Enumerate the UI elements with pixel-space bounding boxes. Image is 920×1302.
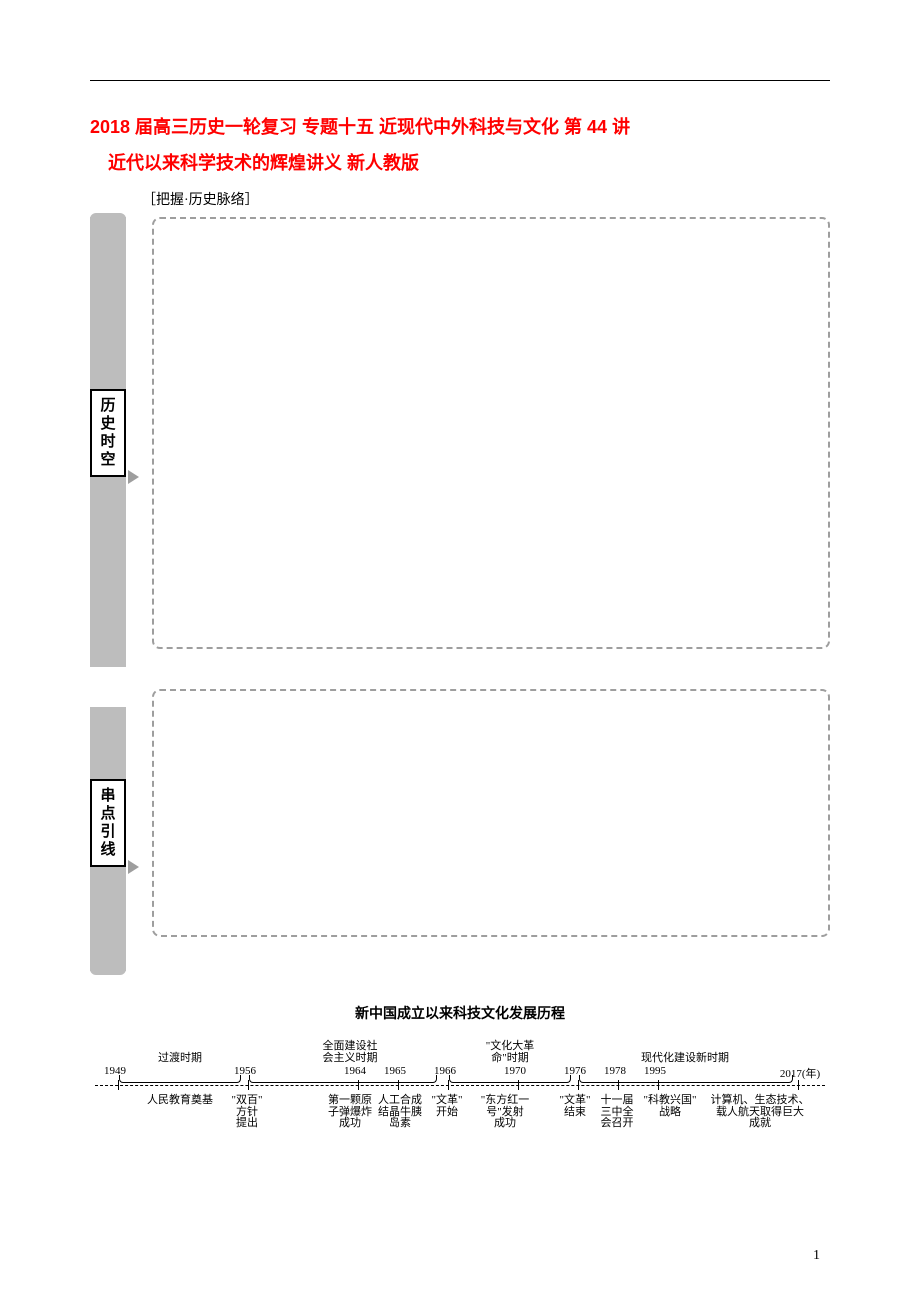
event-kejiao: "科教兴国" 战略: [644, 1095, 697, 1118]
right-arrow-icon: [128, 860, 139, 874]
title-line-1: 2018 届高三历史一轮复习 专题十五 近现代中外科技与文化 第 44 讲: [90, 109, 830, 145]
ev6-l1: "东方红一: [481, 1095, 530, 1107]
rail-label-threads: 串 点 引 线: [90, 779, 126, 867]
rail-segment: [90, 867, 126, 971]
panel-thread-points: [152, 689, 830, 937]
rail-segment: [90, 217, 126, 389]
ev10-l1: 计算机、生态技术、: [711, 1095, 810, 1107]
ev2-l3: 提出: [232, 1118, 263, 1130]
tick: [795, 1080, 801, 1090]
rail-label-b-char4: 线: [92, 841, 124, 859]
ev5-l2: 开始: [432, 1107, 463, 1119]
rail-label-a-char2: 史: [92, 415, 124, 433]
ev4-l3: 岛素: [378, 1118, 422, 1130]
rail-label-a-char1: 历: [92, 397, 124, 415]
panels-column: [152, 217, 830, 971]
ev9-l1: "科教兴国": [644, 1095, 697, 1107]
ev4-l1: 人工合成: [378, 1095, 422, 1107]
event-dongfanghong: "东方红一 号"发射 成功: [481, 1095, 530, 1130]
period-modernization: 现代化建设新时期: [641, 1049, 729, 1065]
title-line-2: 近代以来科学技术的辉煌讲义 新人教版: [90, 145, 830, 181]
rail-segment: [90, 477, 126, 667]
period-cr-l2: 命"时期: [486, 1053, 535, 1065]
ev3-l3: 成功: [328, 1118, 372, 1130]
rail-label-a-char3: 时: [92, 433, 124, 451]
brace-period-4: [579, 1075, 793, 1083]
brace-period-1: [119, 1075, 241, 1083]
rail-gap: [90, 667, 126, 707]
rail-label-a-char4: 空: [92, 451, 124, 469]
brace-period-2: [249, 1075, 437, 1083]
period-cultural-rev: "文化大革 命"时期: [486, 1041, 535, 1064]
event-cr-end: "文革" 结束: [560, 1095, 591, 1118]
page-number: 1: [813, 1248, 820, 1264]
subtitle: ［把握·历史脉络］: [90, 189, 830, 209]
event-insulin: 人工合成 结晶牛胰 岛素: [378, 1095, 422, 1130]
event-achievements: 计算机、生态技术、 载人航天取得巨大 成就: [711, 1095, 810, 1130]
ev8-l1: 十一届: [601, 1095, 634, 1107]
ev8-l3: 会召开: [601, 1118, 634, 1130]
side-rail: 历 史 时 空 串 点 引 线: [90, 217, 126, 971]
ev10-l3: 成就: [711, 1118, 810, 1130]
event-third-plenum: 十一届 三中全 会召开: [601, 1095, 634, 1130]
event-cr-start: "文革" 开始: [432, 1095, 463, 1118]
year-unit: (年): [802, 1068, 820, 1080]
rail-label-b-char3: 引: [92, 823, 124, 841]
period-transition: 过渡时期: [158, 1049, 202, 1065]
period-socialist-l2: 会主义时期: [323, 1053, 378, 1065]
ev6-l3: 成功: [481, 1118, 530, 1130]
brace-period-3: [449, 1075, 571, 1083]
rail-segment: [90, 707, 126, 779]
period-cr-l1: "文化大革: [486, 1041, 535, 1053]
event-education: 人民教育奠基: [147, 1095, 213, 1107]
ev5-l1: "文革": [432, 1095, 463, 1107]
rail-label-history: 历 史 时 空: [90, 389, 126, 477]
ev9-l2: 战略: [644, 1107, 697, 1119]
right-arrow-icon: [128, 470, 139, 484]
rail-label-b-char1: 串: [92, 787, 124, 805]
document-title: 2018 届高三历史一轮复习 专题十五 近现代中外科技与文化 第 44 讲 近代…: [90, 109, 830, 181]
period-socialist: 全面建设社 会主义时期: [323, 1041, 378, 1064]
ev2-l1: "双百": [232, 1095, 263, 1107]
event-double-hundred: "双百" 方针 提出: [232, 1095, 263, 1130]
main-layout: 历 史 时 空 串 点 引 线: [90, 217, 830, 971]
ev7-l2: 结束: [560, 1107, 591, 1119]
ev3-l1: 第一颗原: [328, 1095, 372, 1107]
rail-label-b-char2: 点: [92, 805, 124, 823]
ev7-l1: "文革": [560, 1095, 591, 1107]
timeline-title: 新中国成立以来科技文化发展历程: [90, 1003, 830, 1023]
timeline: 新中国成立以来科技文化发展历程 1949 1956 1964 1965 1966…: [90, 1003, 830, 1143]
period-socialist-l1: 全面建设社: [323, 1041, 378, 1053]
event-atom-bomb: 第一颗原 子弹爆炸 成功: [328, 1095, 372, 1130]
panel-history-space: [152, 217, 830, 649]
timeline-axis-area: 1949 1956 1964 1965 1966 1970 1976 1978 …: [95, 1033, 825, 1143]
top-rule: [90, 80, 830, 81]
timeline-axis-dashed: [95, 1085, 825, 1086]
